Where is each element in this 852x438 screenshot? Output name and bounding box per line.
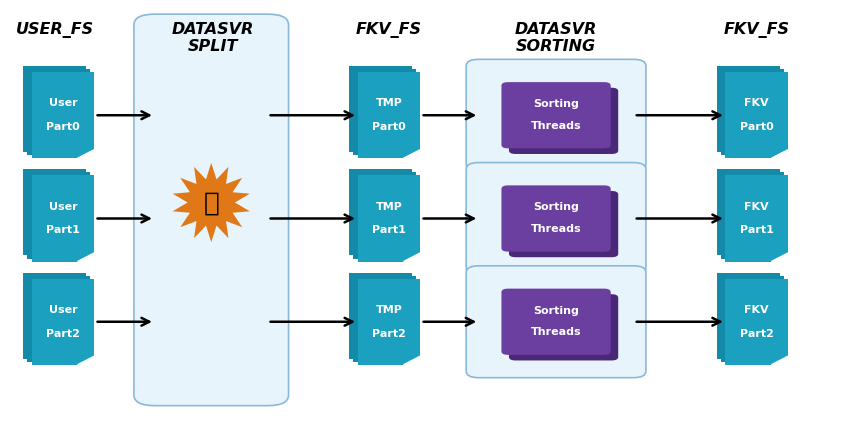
Text: TMP: TMP <box>375 304 402 314</box>
Text: FKV_FS: FKV_FS <box>355 21 422 38</box>
FancyBboxPatch shape <box>501 186 610 252</box>
Polygon shape <box>770 357 787 365</box>
Text: TMP: TMP <box>375 98 402 108</box>
FancyBboxPatch shape <box>357 176 420 262</box>
FancyBboxPatch shape <box>501 83 610 149</box>
Text: Threads: Threads <box>530 326 581 336</box>
Text: FKV_FS: FKV_FS <box>722 21 789 38</box>
FancyBboxPatch shape <box>23 67 86 153</box>
FancyBboxPatch shape <box>353 276 416 362</box>
FancyBboxPatch shape <box>717 67 779 153</box>
FancyBboxPatch shape <box>724 279 787 365</box>
Text: Part0: Part0 <box>739 122 773 132</box>
Text: FKV: FKV <box>744 201 769 211</box>
FancyBboxPatch shape <box>466 163 645 275</box>
FancyBboxPatch shape <box>724 73 787 159</box>
FancyBboxPatch shape <box>23 170 86 256</box>
Polygon shape <box>78 150 94 159</box>
FancyBboxPatch shape <box>32 73 94 159</box>
FancyBboxPatch shape <box>501 289 610 355</box>
FancyBboxPatch shape <box>357 279 420 365</box>
Polygon shape <box>78 253 94 262</box>
Text: Part2: Part2 <box>739 328 773 338</box>
FancyBboxPatch shape <box>509 88 618 155</box>
Polygon shape <box>770 253 787 262</box>
Text: User: User <box>49 201 77 211</box>
Text: Part1: Part1 <box>371 225 406 235</box>
Text: User: User <box>49 98 77 108</box>
Text: Threads: Threads <box>530 223 581 233</box>
FancyBboxPatch shape <box>32 176 94 262</box>
Text: USER_FS: USER_FS <box>15 21 94 38</box>
Text: DATASVR
SPLIT: DATASVR SPLIT <box>172 21 254 54</box>
Text: Part0: Part0 <box>371 122 406 132</box>
FancyBboxPatch shape <box>27 276 90 362</box>
FancyBboxPatch shape <box>23 273 86 359</box>
FancyBboxPatch shape <box>353 70 416 156</box>
Text: Part2: Part2 <box>46 328 80 338</box>
FancyBboxPatch shape <box>134 15 288 406</box>
FancyBboxPatch shape <box>509 294 618 360</box>
FancyBboxPatch shape <box>348 67 412 153</box>
Text: DATASVR
SORTING: DATASVR SORTING <box>515 21 596 54</box>
FancyBboxPatch shape <box>724 176 787 262</box>
FancyBboxPatch shape <box>348 170 412 256</box>
Text: FKV: FKV <box>744 98 769 108</box>
Polygon shape <box>403 253 420 262</box>
FancyBboxPatch shape <box>509 191 618 258</box>
FancyBboxPatch shape <box>348 273 412 359</box>
Text: TMP: TMP <box>375 201 402 211</box>
Polygon shape <box>403 357 420 365</box>
FancyBboxPatch shape <box>720 70 783 156</box>
Polygon shape <box>770 150 787 159</box>
Text: Part1: Part1 <box>739 225 773 235</box>
FancyBboxPatch shape <box>357 73 420 159</box>
FancyBboxPatch shape <box>27 173 90 259</box>
Text: FKV: FKV <box>744 304 769 314</box>
Text: Sorting: Sorting <box>532 202 579 212</box>
Text: Part0: Part0 <box>46 122 79 132</box>
FancyBboxPatch shape <box>717 170 779 256</box>
FancyBboxPatch shape <box>466 266 645 378</box>
FancyBboxPatch shape <box>353 173 416 259</box>
FancyBboxPatch shape <box>720 173 783 259</box>
FancyBboxPatch shape <box>27 70 90 156</box>
Polygon shape <box>403 150 420 159</box>
FancyBboxPatch shape <box>717 273 779 359</box>
Polygon shape <box>78 357 94 365</box>
Text: Part2: Part2 <box>371 328 406 338</box>
Text: Part1: Part1 <box>46 225 80 235</box>
Text: Threads: Threads <box>530 120 581 131</box>
Text: Sorting: Sorting <box>532 99 579 109</box>
FancyBboxPatch shape <box>720 276 783 362</box>
FancyBboxPatch shape <box>466 60 645 172</box>
Polygon shape <box>172 163 250 243</box>
Text: User: User <box>49 304 77 314</box>
Text: Sorting: Sorting <box>532 305 579 315</box>
Text: 搞: 搞 <box>203 190 219 216</box>
FancyBboxPatch shape <box>32 279 94 365</box>
